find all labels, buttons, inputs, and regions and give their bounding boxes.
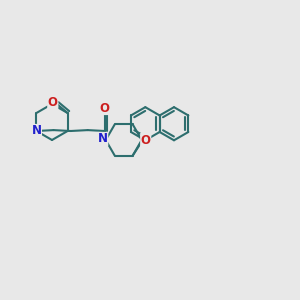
Text: O: O (48, 95, 58, 109)
Text: O: O (100, 101, 110, 115)
Text: O: O (141, 134, 151, 146)
Text: N: N (32, 124, 41, 137)
Text: N: N (98, 133, 108, 146)
